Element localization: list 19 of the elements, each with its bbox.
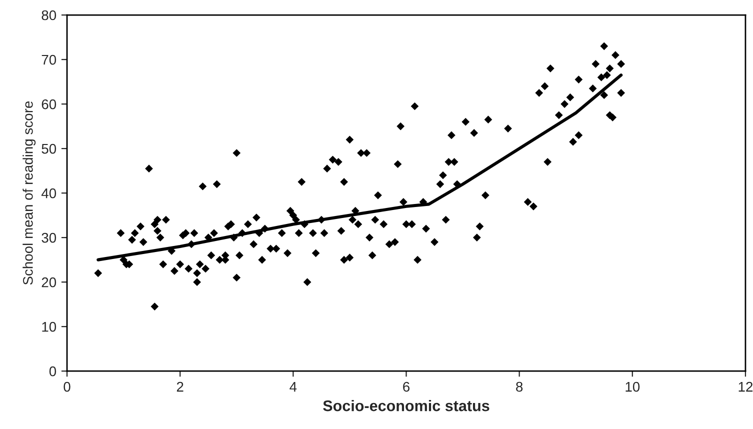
y-tick-label: 20 bbox=[42, 277, 56, 288]
x-tick-label: 4 bbox=[290, 382, 297, 392]
y-tick-label: 0 bbox=[49, 366, 56, 376]
y-tick-label: 50 bbox=[42, 144, 56, 154]
x-tick-label: 8 bbox=[516, 382, 523, 392]
x-tick-label: 12 bbox=[738, 382, 752, 392]
y-tick-label: 10 bbox=[42, 322, 56, 332]
x-tick-label: 6 bbox=[403, 382, 410, 392]
y-tick-label: 70 bbox=[42, 54, 56, 65]
y-tick-label: 80 bbox=[42, 10, 56, 20]
y-tick-label: 40 bbox=[41, 188, 56, 198]
x-tick-label: 2 bbox=[176, 382, 184, 392]
y-axis-title: School mean of reading score bbox=[22, 101, 36, 285]
y-tick-label: 30 bbox=[42, 232, 56, 243]
x-tick-label: 0 bbox=[64, 382, 70, 392]
x-tick-label: 10 bbox=[626, 382, 640, 392]
line-series bbox=[96, 74, 623, 262]
y-tick-label: 60 bbox=[42, 99, 56, 110]
x-axis-title: Socio-economic status bbox=[323, 400, 490, 412]
